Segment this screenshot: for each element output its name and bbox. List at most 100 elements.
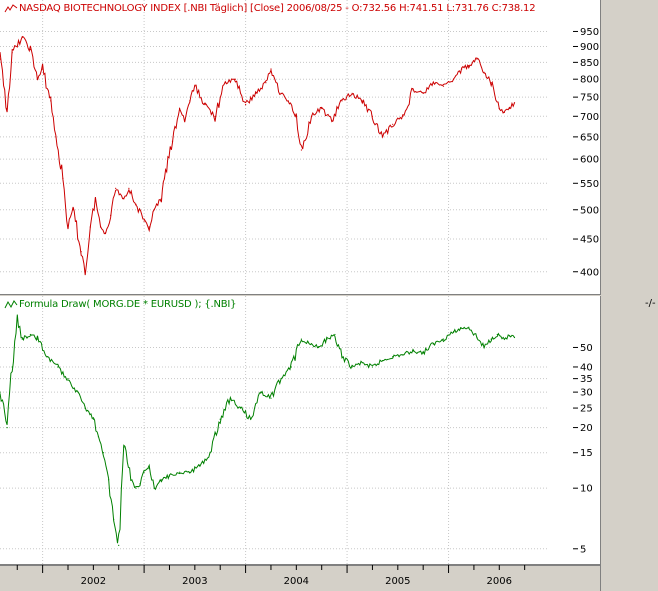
bottom-data-point-2 xyxy=(11,366,13,368)
top-ytick-label-900: 900 xyxy=(580,42,599,53)
bottom-ytick-label-25: 25 xyxy=(580,404,593,415)
top-data-point-32 xyxy=(194,85,196,87)
top-data-point-60 xyxy=(461,68,463,70)
top-data-point-63 xyxy=(483,71,485,73)
bottom-ytick-label-40: 40 xyxy=(580,362,593,373)
bottom-data-point-8 xyxy=(57,366,59,368)
bottom-data-point-5 xyxy=(29,333,31,336)
bottom-data-point-51 xyxy=(412,350,414,352)
top-data-point-34 xyxy=(214,115,216,117)
bottom-data-point-44 xyxy=(341,356,343,358)
top-data-point-1 xyxy=(6,107,8,110)
top-data-point-25 xyxy=(153,209,155,211)
top-data-point-42 xyxy=(287,100,289,102)
x-axis-svg: 2002 2003 2004 2005 2006 xyxy=(0,565,600,587)
bottom-data-point-28 xyxy=(189,471,191,473)
top-data-point-64 xyxy=(490,82,492,84)
bottom-data-point-10 xyxy=(77,391,79,393)
bottom-data-point-38 xyxy=(290,366,292,368)
bottom-data-point-16 xyxy=(113,518,115,520)
bottom-data-point-11 xyxy=(84,407,86,409)
bottom-data-point-22 xyxy=(143,471,145,473)
bottom-data-point-12 xyxy=(92,418,94,420)
top-data-point-4 xyxy=(29,49,31,51)
bottom-data-point-50 xyxy=(402,354,404,356)
top-data-point-23 xyxy=(143,220,145,222)
bottom-ytick-label-50: 50 xyxy=(580,343,593,354)
bottom-data-point-52 xyxy=(422,352,424,354)
top-data-point-68 xyxy=(513,102,516,104)
top-data-point-41 xyxy=(280,92,282,94)
bottom-data-point-42 xyxy=(326,338,328,340)
top-data-point-45 xyxy=(310,115,313,117)
bottom-data-point-55 xyxy=(453,330,455,333)
top-data-point-30 xyxy=(184,119,186,121)
top-data-point-56 xyxy=(422,92,424,94)
top-ytick-label-750: 750 xyxy=(580,93,599,104)
top-data-point-46 xyxy=(321,107,323,110)
bottom-data-point-33 xyxy=(239,407,242,409)
top-data-point-53 xyxy=(392,123,394,125)
top-data-point-9 xyxy=(62,177,64,179)
bottom-data-point-36 xyxy=(270,397,272,399)
bottom-ytick-label-10: 10 xyxy=(580,484,593,495)
x-axis-label-2005: 2005 xyxy=(385,576,410,587)
top-ytick-label-550: 550 xyxy=(580,179,599,190)
bottom-series-line xyxy=(0,314,515,544)
bottom-data-point-25 xyxy=(160,479,162,481)
bottom-data-point-54 xyxy=(442,338,445,340)
bottom-data-point-64 xyxy=(513,336,516,339)
bottom-data-point-29 xyxy=(199,464,201,466)
bottom-pane-title: Formula Draw( MORG.DE * EURUSD ); {.NBI} xyxy=(4,299,237,310)
x-axis-label-2002: 2002 xyxy=(81,576,106,587)
top-data-point-33 xyxy=(204,104,206,106)
bottom-data-point-14 xyxy=(102,452,105,454)
bottom-chart-pane[interactable]: 5 10 15 20 25 30 35 40 50 Formula Draw( MORG.DE … xyxy=(0,296,601,565)
top-data-point-2 xyxy=(11,52,13,54)
bottom-ytick-label-20: 20 xyxy=(580,423,593,434)
bottom-data-point-23 xyxy=(148,468,150,470)
top-data-point-18 xyxy=(110,214,112,216)
top-data-point-37 xyxy=(245,104,247,106)
bottom-data-point-46 xyxy=(361,362,363,364)
top-ytick-label-450: 450 xyxy=(580,235,599,246)
bottom-data-point-20 xyxy=(135,487,137,489)
top-data-point-21 xyxy=(128,187,130,189)
bottom-data-point-62 xyxy=(503,338,505,340)
bottom-data-point-57 xyxy=(468,326,470,328)
top-data-point-19 xyxy=(115,187,117,189)
bottom-data-point-63 xyxy=(508,335,510,337)
top-pane-title-text: NASDAQ BIOTECHNOLOGY INDEX [.NBI Täglich… xyxy=(19,3,536,14)
top-data-point-14 xyxy=(89,226,91,228)
top-data-point-54 xyxy=(402,115,404,117)
top-data-point-20 xyxy=(123,198,125,200)
top-data-point-17 xyxy=(104,232,107,234)
pane-corner-mark: -/- xyxy=(645,298,656,309)
top-data-point-40 xyxy=(270,68,272,70)
bottom-data-point-58 xyxy=(476,336,478,339)
bottom-data-point-30 xyxy=(209,452,211,454)
bottom-data-point-18 xyxy=(123,446,125,448)
top-data-point-10 xyxy=(67,226,69,228)
top-chart-pane[interactable]: 400 450 500 550 600 650 700 750 800 850 900 950 NAS… xyxy=(0,0,601,295)
x-axis-label-2003: 2003 xyxy=(182,576,207,587)
top-data-point-27 xyxy=(163,177,165,179)
bottom-data-point-0 xyxy=(0,391,1,393)
top-data-point-61 xyxy=(468,65,470,67)
bottom-data-point-1 xyxy=(6,427,8,429)
bottom-data-point-6 xyxy=(36,338,39,340)
top-data-point-3 xyxy=(21,36,23,39)
bottom-data-point-31 xyxy=(219,418,221,420)
top-data-point-8 xyxy=(55,136,57,138)
top-data-point-26 xyxy=(160,198,162,200)
bottom-data-point-3 xyxy=(16,317,18,319)
top-data-point-36 xyxy=(234,78,236,80)
top-series-line xyxy=(0,35,515,276)
top-ytick-label-650: 650 xyxy=(580,132,599,143)
bottom-data-point-45 xyxy=(351,366,353,368)
bottom-data-point-37 xyxy=(280,378,282,380)
top-ytick-label-400: 400 xyxy=(580,267,599,278)
bottom-data-point-41 xyxy=(318,346,320,349)
bottom-data-point-9 xyxy=(67,378,69,380)
top-data-point-55 xyxy=(412,89,414,91)
